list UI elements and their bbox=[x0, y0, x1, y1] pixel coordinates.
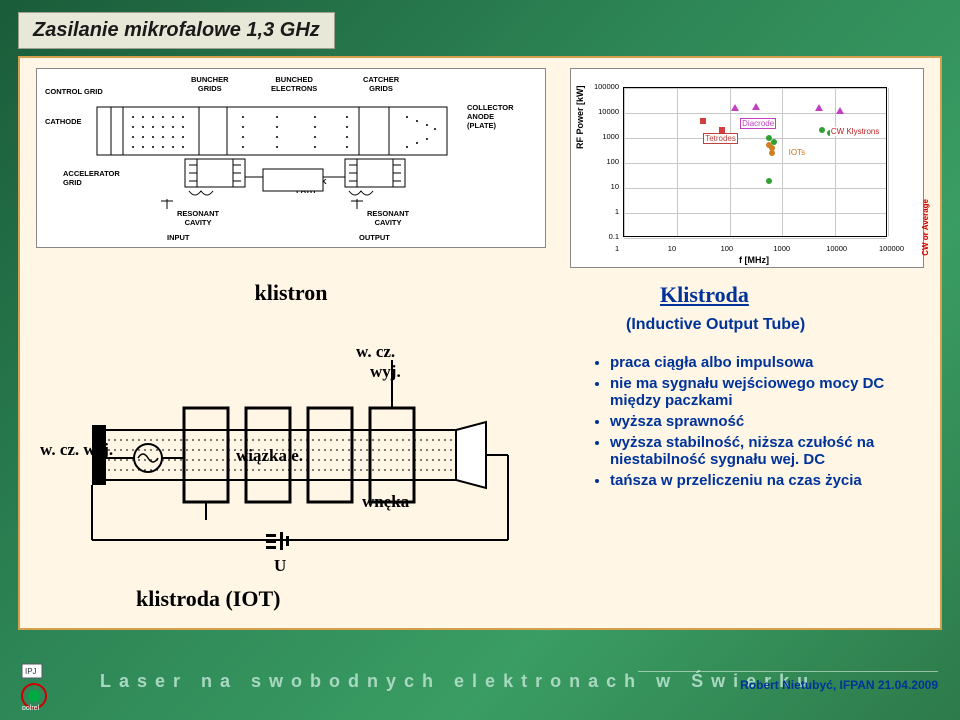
chart-annotation: CW Klystrons bbox=[830, 127, 880, 136]
chart-point bbox=[836, 107, 844, 114]
page-title: Zasilanie mikrofalowe 1,3 GHz bbox=[18, 12, 335, 49]
chart-xtick: 10000 bbox=[826, 244, 847, 253]
footer-divider bbox=[638, 671, 938, 672]
klistron-label: w. cz. wej. bbox=[40, 440, 113, 460]
klystron-schematic: CONTROL GRID BUNCHER GRIDS BUNCHED ELECT… bbox=[36, 68, 546, 248]
chart-ylabel: RF Power [kW] bbox=[575, 85, 585, 149]
logo: IPJ polrel bbox=[18, 660, 68, 710]
chart-point bbox=[700, 118, 706, 124]
chart-xtick: 100000 bbox=[879, 244, 904, 253]
bullet-item: nie ma sygnału wejściowego mocy DC międz… bbox=[610, 375, 926, 409]
chart-ytick: 1 bbox=[593, 207, 619, 216]
chart-annotation: IOTs bbox=[788, 148, 806, 157]
klistron-label: U bbox=[274, 556, 286, 576]
klistroda-iot-label: klistroda (IOT) bbox=[136, 586, 280, 612]
chart-ylabel-right: CW or Average bbox=[921, 199, 930, 256]
klistroda-bullets: praca ciągła albo impulsowa nie ma sygnał… bbox=[590, 354, 926, 493]
klistron-label: wnęka bbox=[362, 492, 409, 512]
rf-power-chart: RF Power [kW] CW or Average DiacrodeTetr… bbox=[570, 68, 924, 268]
chart-point bbox=[769, 150, 775, 156]
chart-point bbox=[815, 104, 823, 111]
klistron-title: klistron bbox=[36, 280, 546, 306]
chart-ytick: 100000 bbox=[593, 82, 619, 91]
klistron-diagram: klistron bbox=[36, 280, 546, 620]
chart-xtick: 100 bbox=[721, 244, 734, 253]
chart-point bbox=[819, 127, 825, 133]
content-frame: CONTROL GRID BUNCHER GRIDS BUNCHED ELECT… bbox=[18, 56, 942, 630]
chart-xlabel: f [MHz] bbox=[623, 255, 885, 265]
chart-xtick: 10 bbox=[668, 244, 676, 253]
bullet-item: wyższa stabilność, niższa czułość na nie… bbox=[610, 434, 926, 468]
chart-ytick: 1000 bbox=[593, 132, 619, 141]
footer-left: Laser na swobodnych elektronach w Świerk… bbox=[100, 671, 816, 692]
bullet-item: tańsza w przeliczeniu na czas życia bbox=[610, 472, 926, 489]
svg-text:IPJ: IPJ bbox=[25, 667, 37, 676]
footer: IPJ polrel Laser na swobodnych elektrona… bbox=[0, 650, 960, 720]
chart-point bbox=[752, 103, 760, 110]
chart-xtick: 1 bbox=[615, 244, 619, 253]
chart-ytick: 10000 bbox=[593, 107, 619, 116]
schematic-svg bbox=[37, 69, 547, 249]
chart-ytick: 0.1 bbox=[593, 232, 619, 241]
klistron-label: wyj. bbox=[370, 362, 401, 382]
bullet-item: praca ciągła albo impulsowa bbox=[610, 354, 926, 371]
chart-ytick: 10 bbox=[593, 182, 619, 191]
bullet-item: wyższa sprawność bbox=[610, 413, 926, 430]
svg-text:polrel: polrel bbox=[22, 705, 40, 710]
footer-right: Robert Nietubyć, IFPAN 21.04.2009 bbox=[740, 678, 938, 692]
chart-point bbox=[731, 104, 739, 111]
chart-annotation: Tetrodes bbox=[703, 133, 738, 144]
chart-annotation: Diacrode bbox=[740, 118, 776, 129]
chart-point bbox=[766, 178, 772, 184]
chart-ytick: 100 bbox=[593, 157, 619, 166]
chart-plot-area: DiacrodeTetrodes CW Klystrons IOTs bbox=[623, 87, 887, 237]
klistron-label: w. cz. bbox=[356, 342, 395, 362]
chart-xtick: 1000 bbox=[773, 244, 790, 253]
klistron-label: wiązka e. bbox=[236, 446, 303, 466]
klistroda-title: Klistroda bbox=[660, 282, 749, 308]
klistroda-subtitle: (Inductive Output Tube) bbox=[626, 316, 805, 334]
